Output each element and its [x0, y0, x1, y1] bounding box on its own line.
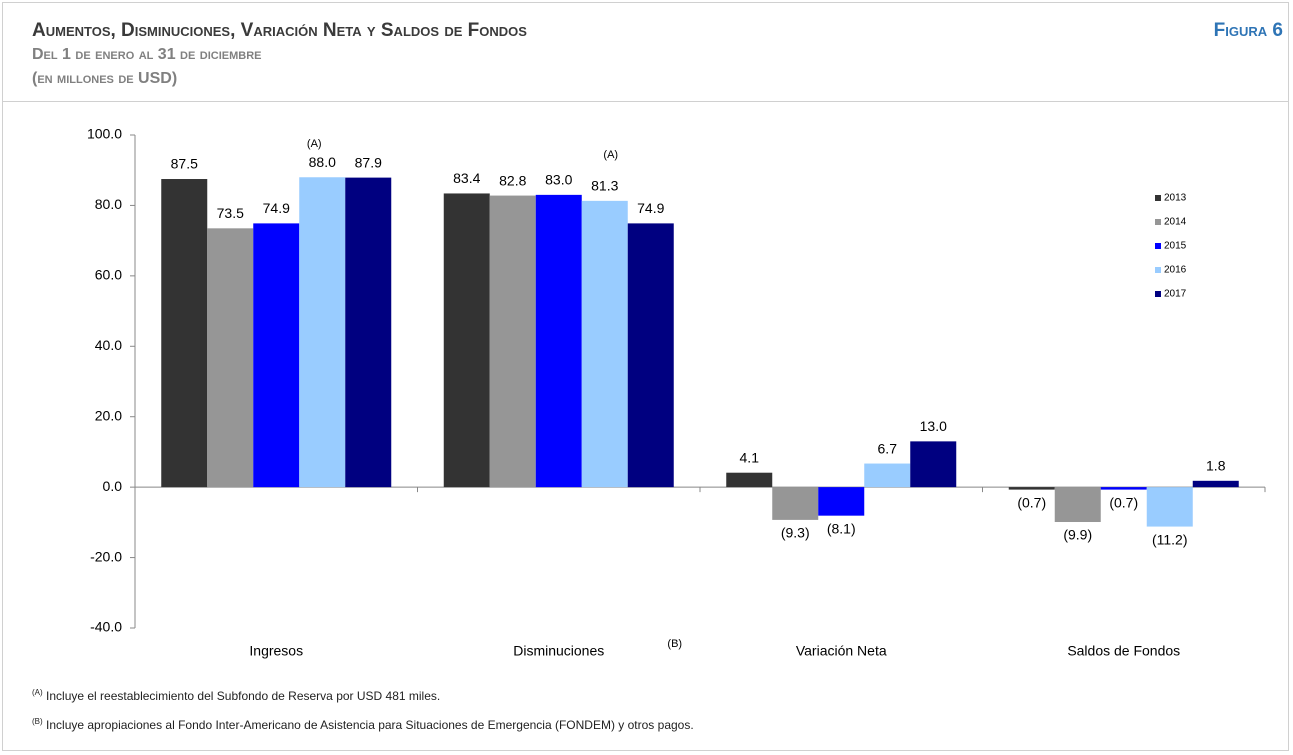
data-label: 87.5: [171, 156, 198, 172]
footnote-text: Incluye el reestablecimiento del Subfond…: [46, 689, 441, 703]
bar: [299, 177, 346, 488]
y-tick-label: 60.0: [95, 267, 122, 283]
legend-label: 2014: [1164, 217, 1187, 228]
data-label: 74.9: [263, 200, 290, 216]
data-label: 1.8: [1206, 458, 1226, 474]
data-label: 88.0: [309, 154, 336, 170]
subtitle: Del 1 de enero al 31 de diciembre: [32, 46, 262, 63]
legend-label: 2017: [1164, 289, 1187, 300]
bar: [1146, 487, 1193, 527]
legend-label: 2013: [1164, 193, 1187, 204]
x-tick-label: Disminuciones: [513, 643, 604, 659]
data-label: 13.0: [920, 418, 947, 434]
bar: [489, 195, 536, 488]
header-rule: [3, 101, 1288, 102]
data-label: 6.7: [878, 440, 898, 456]
bar: [345, 177, 392, 488]
x-tick-label: Variación Neta: [796, 643, 887, 659]
y-tick-label: -20.0: [90, 548, 122, 564]
legend-swatch: [1155, 219, 1161, 225]
data-label: (11.2): [1152, 531, 1188, 547]
data-label: 74.9: [637, 200, 664, 216]
data-label: 83.0: [545, 172, 572, 188]
y-tick-label: 40.0: [95, 337, 122, 353]
x-tick-label: Saldos de Fondos: [1067, 643, 1180, 659]
bar: [1008, 487, 1055, 490]
bar: [1100, 487, 1147, 490]
y-tick-label: 20.0: [95, 407, 122, 423]
footnote-marker: (B): [32, 717, 43, 726]
legend-swatch: [1155, 195, 1161, 201]
bar: [535, 194, 582, 488]
annotation: (A): [603, 149, 618, 161]
y-tick-label: -40.0: [90, 619, 122, 635]
legend-swatch: [1155, 267, 1161, 273]
footnote: (B) Incluye apropiaciones al Fondo Inter…: [32, 717, 694, 732]
annotation: (A): [307, 138, 322, 150]
data-label: (9.3): [781, 525, 810, 541]
data-label: (9.9): [1063, 527, 1092, 543]
bar: [772, 487, 819, 520]
legend-swatch: [1155, 243, 1161, 249]
x-tick-label: Ingresos: [249, 643, 303, 659]
data-label: (8.1): [827, 520, 856, 536]
subtitle: (en millones de USD): [32, 70, 178, 87]
data-label: 73.5: [217, 205, 244, 221]
chart-title: Aumentos, Disminuciones, Variación Neta …: [32, 20, 527, 41]
bar: [726, 472, 773, 488]
bar: [910, 441, 957, 488]
y-tick-label: 100.0: [87, 126, 122, 142]
legend-label: 2016: [1164, 265, 1187, 276]
bar: [443, 193, 490, 488]
y-tick-label: 80.0: [95, 196, 122, 212]
footnote-marker: (A): [32, 688, 43, 697]
legend-label: 2015: [1164, 241, 1187, 252]
bar: [161, 179, 208, 488]
data-label: 82.8: [499, 172, 526, 188]
bar: [1192, 480, 1239, 488]
bar: [864, 463, 911, 488]
data-label: 83.4: [453, 170, 480, 186]
bar: [207, 228, 254, 488]
bar: [1054, 487, 1101, 523]
footnote: (A) Incluye el reestablecimiento del Sub…: [32, 688, 440, 703]
data-label: (0.7): [1017, 494, 1046, 510]
bar: [818, 487, 865, 516]
figure-label: Figura 6: [1213, 20, 1283, 41]
annotation: (B): [667, 638, 682, 650]
legend-swatch: [1155, 291, 1161, 297]
bar: [581, 200, 628, 488]
data-label: 4.1: [740, 449, 760, 465]
bar: [253, 223, 300, 488]
bar: [627, 223, 674, 488]
footnote-text: Incluye apropiaciones al Fondo Inter-Ame…: [46, 718, 694, 732]
y-tick-label: 0.0: [103, 478, 123, 494]
data-label: 81.3: [591, 178, 618, 194]
data-label: (0.7): [1109, 494, 1138, 510]
data-label: 87.9: [355, 154, 382, 170]
